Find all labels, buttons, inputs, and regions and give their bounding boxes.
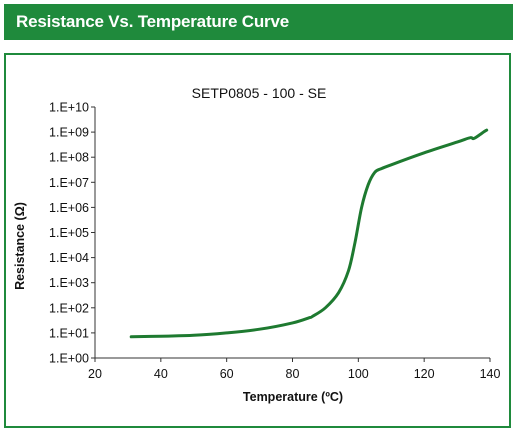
chart-axes bbox=[94, 107, 490, 359]
y-tick-label: 1.E+05 bbox=[49, 226, 89, 240]
x-tick-label: 100 bbox=[348, 367, 369, 381]
y-tick-label: 1.E+07 bbox=[49, 176, 89, 190]
x-axis-title: Temperature (ºC) bbox=[243, 390, 343, 404]
y-tick-label: 1.E+01 bbox=[49, 326, 89, 340]
y-tick-label: 1.E+09 bbox=[49, 126, 89, 140]
y-axis-title: Resistance (Ω) bbox=[13, 202, 27, 290]
x-tick-label: 120 bbox=[414, 367, 435, 381]
chart-ticks: 1.E+00 1.E+01 1.E+02 1.E+03 1.E+04 1.E+05 1.E+… bbox=[49, 101, 500, 382]
y-tick-label: 1.E+08 bbox=[49, 151, 89, 165]
header-bar: Resistance Vs. Temperature Curve bbox=[4, 4, 513, 40]
x-tick-label: 80 bbox=[286, 367, 300, 381]
y-tick-label: 1.E+10 bbox=[49, 101, 89, 115]
chart-series bbox=[129, 128, 489, 339]
y-tick-label: 1.E+03 bbox=[49, 276, 89, 290]
page-title: Resistance Vs. Temperature Curve bbox=[16, 12, 289, 31]
x-tick-label: 140 bbox=[480, 367, 501, 381]
x-tick-label: 60 bbox=[220, 367, 234, 381]
y-tick-label: 1.E+04 bbox=[49, 251, 89, 265]
series-line-0 bbox=[129, 128, 489, 339]
chart-panel bbox=[4, 53, 511, 428]
y-tick-label: 1.E+06 bbox=[49, 201, 89, 215]
x-tick-label: 40 bbox=[154, 367, 168, 381]
y-tick-label: 1.E+00 bbox=[49, 352, 89, 366]
y-tick-label: 1.E+02 bbox=[49, 301, 89, 315]
x-tick-label: 20 bbox=[88, 367, 102, 381]
chart-title: SETP0805 - 100 - SE bbox=[192, 85, 327, 101]
